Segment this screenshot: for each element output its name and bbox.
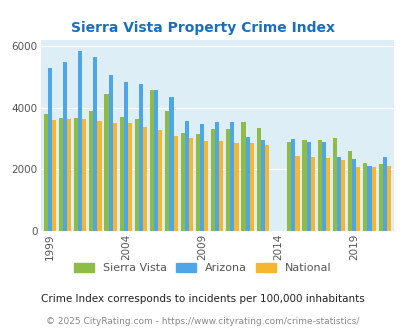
- Bar: [302, 140, 306, 231]
- Bar: [43, 114, 47, 231]
- Bar: [306, 142, 310, 231]
- Bar: [264, 145, 269, 231]
- Bar: [180, 133, 184, 231]
- Bar: [165, 111, 169, 231]
- Bar: [89, 111, 93, 231]
- Bar: [310, 157, 314, 231]
- Bar: [382, 157, 386, 231]
- Bar: [241, 122, 245, 231]
- Bar: [104, 94, 108, 231]
- Bar: [290, 139, 295, 231]
- Bar: [63, 62, 67, 231]
- Bar: [97, 121, 101, 231]
- Bar: [47, 68, 52, 231]
- Bar: [113, 123, 117, 231]
- Bar: [59, 118, 63, 231]
- Bar: [230, 122, 234, 231]
- Bar: [249, 143, 253, 231]
- Text: Sierra Vista Property Crime Index: Sierra Vista Property Crime Index: [71, 21, 334, 35]
- Legend: Sierra Vista, Arizona, National: Sierra Vista, Arizona, National: [74, 263, 331, 273]
- Bar: [199, 123, 204, 231]
- Bar: [119, 117, 124, 231]
- Bar: [234, 143, 238, 231]
- Bar: [286, 143, 290, 231]
- Bar: [351, 159, 356, 231]
- Bar: [74, 118, 78, 231]
- Bar: [256, 128, 260, 231]
- Bar: [108, 75, 113, 231]
- Bar: [169, 97, 173, 231]
- Bar: [93, 57, 97, 231]
- Bar: [321, 143, 325, 231]
- Bar: [158, 130, 162, 231]
- Bar: [124, 82, 128, 231]
- Bar: [317, 140, 321, 231]
- Bar: [386, 166, 390, 231]
- Bar: [204, 141, 208, 231]
- Bar: [347, 151, 351, 231]
- Bar: [295, 156, 299, 231]
- Bar: [260, 140, 264, 231]
- Bar: [325, 158, 329, 231]
- Bar: [154, 90, 158, 231]
- Bar: [211, 129, 215, 231]
- Bar: [356, 167, 360, 231]
- Bar: [52, 119, 56, 231]
- Bar: [78, 51, 82, 231]
- Bar: [377, 164, 382, 231]
- Bar: [139, 84, 143, 231]
- Bar: [150, 90, 154, 231]
- Bar: [226, 129, 230, 231]
- Bar: [128, 123, 132, 231]
- Bar: [134, 119, 139, 231]
- Bar: [215, 122, 219, 231]
- Bar: [173, 136, 177, 231]
- Bar: [82, 119, 86, 231]
- Bar: [195, 134, 199, 231]
- Bar: [367, 166, 371, 231]
- Bar: [371, 167, 375, 231]
- Bar: [219, 141, 223, 231]
- Bar: [67, 119, 71, 231]
- Bar: [188, 138, 192, 231]
- Bar: [332, 138, 336, 231]
- Bar: [336, 157, 340, 231]
- Bar: [184, 121, 188, 231]
- Bar: [340, 160, 344, 231]
- Text: Crime Index corresponds to incidents per 100,000 inhabitants: Crime Index corresponds to incidents per…: [41, 294, 364, 304]
- Bar: [143, 127, 147, 231]
- Text: © 2025 CityRating.com - https://www.cityrating.com/crime-statistics/: © 2025 CityRating.com - https://www.city…: [46, 317, 359, 326]
- Bar: [245, 138, 249, 231]
- Bar: [362, 163, 367, 231]
